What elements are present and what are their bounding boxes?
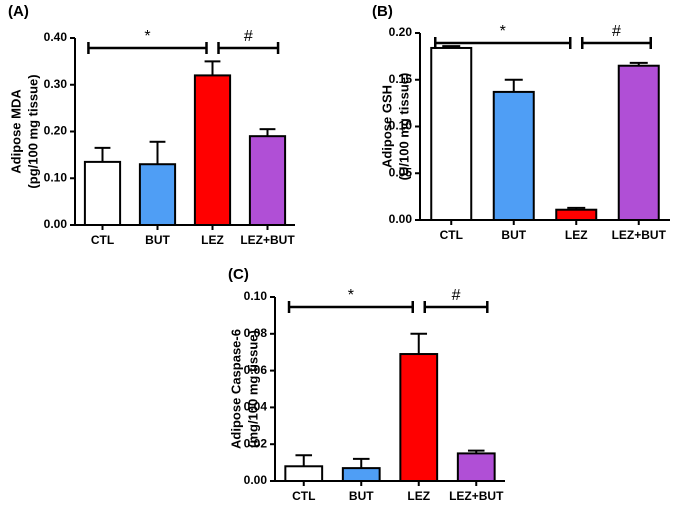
bar <box>138 163 177 227</box>
bar <box>456 452 496 482</box>
y-axis-label: Adipose Caspase-6 <box>228 329 243 449</box>
x-tick-label: CTL <box>292 489 315 503</box>
significance-label: * <box>348 287 354 304</box>
bar <box>341 467 381 482</box>
y-tick-label: 0.40 <box>44 30 68 44</box>
significance-label: * <box>144 28 150 45</box>
bar <box>193 74 232 227</box>
significance-label: # <box>244 28 253 45</box>
x-tick-label: CTL <box>440 228 463 242</box>
y-tick-label: 0.20 <box>44 124 68 138</box>
significance-label: # <box>452 287 461 304</box>
bar <box>248 135 287 226</box>
bar <box>83 160 122 226</box>
y-tick-label: 0.00 <box>44 217 68 231</box>
y-tick-label: 0.02 <box>244 436 268 450</box>
y-tick-label: 0.05 <box>389 165 413 179</box>
x-tick-label: BUT <box>145 233 170 247</box>
x-tick-label: CTL <box>91 233 114 247</box>
y-tick-label: 0.30 <box>44 77 68 91</box>
x-tick-label: LEZ <box>565 228 588 242</box>
x-tick-label: LEZ <box>407 489 430 503</box>
panel-title: (B) <box>372 3 393 20</box>
y-axis-label: Adipose GSH <box>379 85 394 168</box>
y-axis-label: Adipose MDA <box>8 89 23 174</box>
x-tick-label: LEZ+BUT <box>612 228 667 242</box>
x-tick-label: BUT <box>349 489 374 503</box>
bar <box>399 353 439 483</box>
y-tick-label: 0.10 <box>44 170 68 184</box>
x-tick-label: LEZ+BUT <box>449 489 504 503</box>
bar <box>555 208 598 221</box>
bar <box>617 64 660 221</box>
significance-label: # <box>612 23 621 40</box>
y-tick-label: 0.15 <box>389 72 413 86</box>
bar <box>284 465 324 482</box>
bar <box>492 90 535 221</box>
significance-label: * <box>500 23 506 40</box>
x-tick-label: BUT <box>501 228 526 242</box>
y-tick-label: 0.10 <box>244 289 268 303</box>
y-tick-label: 0.00 <box>244 473 268 487</box>
y-tick-label: 0.08 <box>244 326 268 340</box>
y-axis-label: (pg/100 mg tissue) <box>25 74 40 188</box>
y-tick-label: 0.04 <box>244 400 268 414</box>
y-axis-label: (U/100 mg tissue) <box>396 73 411 181</box>
x-tick-label: LEZ <box>201 233 224 247</box>
y-tick-label: 0.06 <box>244 363 268 377</box>
y-tick-label: 0.10 <box>389 119 413 133</box>
bar <box>430 46 473 221</box>
panel-title: (A) <box>8 3 29 20</box>
y-axis-label: (mg/100 mg tissue) <box>245 330 260 448</box>
x-tick-label: LEZ+BUT <box>240 233 295 247</box>
panel-title: (C) <box>228 266 249 283</box>
y-tick-label: 0.00 <box>389 212 413 226</box>
y-tick-label: 0.20 <box>389 25 413 39</box>
